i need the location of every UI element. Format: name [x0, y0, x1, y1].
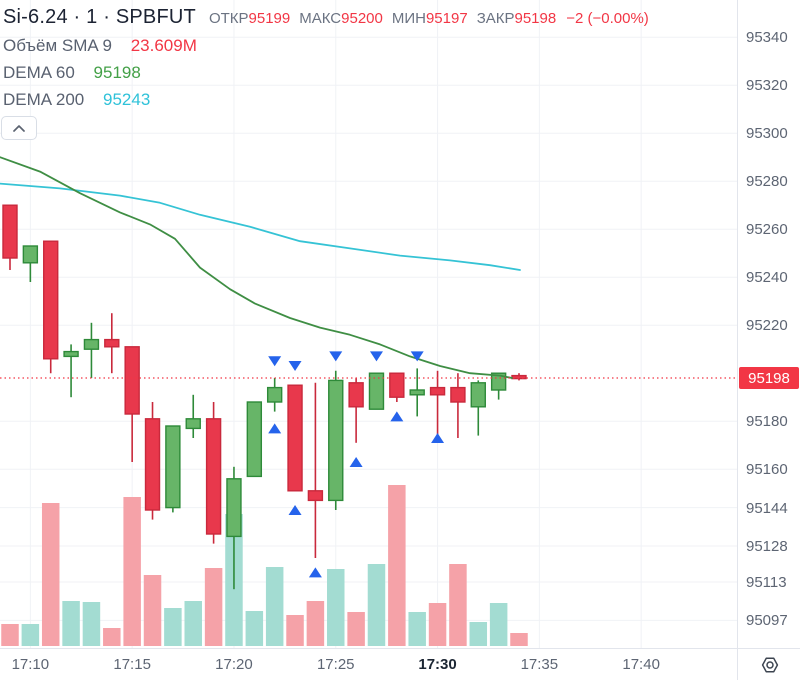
- time-axis-label: 17:35: [520, 656, 559, 673]
- time-axis-label: 17:15: [113, 656, 151, 673]
- price-axis-label: 95128: [746, 538, 788, 555]
- ohlc-low-label: МИН: [391, 10, 426, 27]
- ohlc-close-value: 95198: [514, 10, 557, 27]
- price-axis-label: 95260: [746, 221, 788, 239]
- indicator-volume-value: 23.609M: [130, 36, 197, 55]
- price-axis-label: 95300: [746, 125, 788, 143]
- price-axis-label: 95280: [746, 173, 788, 191]
- chart-legend: Si-6.24 · 1 · SPBFUT ОТКР95199 МАКС95200…: [3, 6, 649, 110]
- indicator-dema60-value: 95198: [93, 63, 141, 82]
- ohlc-open-value: 95199: [248, 10, 291, 27]
- ohlc-high: МАКС95200: [299, 10, 383, 27]
- indicator-dema60-label: DEMA 60: [3, 63, 75, 82]
- price-axis-label: 95113: [746, 574, 787, 591]
- ohlc-open-label: ОТКР: [208, 10, 249, 27]
- indicator-dema200-value: 95243: [103, 90, 151, 109]
- indicator-volume-label: Объём SMA 9: [3, 36, 112, 55]
- price-axis-label: 95144: [746, 499, 788, 517]
- price-axis-label: 95180: [746, 413, 788, 431]
- ohlc-readout: ОТКР95199 МАКС95200 МИН95197 ЗАКР95198 −…: [209, 10, 649, 27]
- price-axis-label: 95220: [746, 317, 788, 335]
- candlestick-chart[interactable]: [0, 0, 737, 648]
- axis-settings-corner[interactable]: [737, 648, 800, 680]
- price-axis-label: 95320: [746, 77, 788, 95]
- price-axis[interactable]: 95198 95340 95320 95300 95280 95260 95240 9522…: [737, 0, 800, 648]
- price-axis-label: 95340: [746, 29, 788, 47]
- time-axis-label: 17:20: [215, 656, 253, 673]
- legend-collapse-button[interactable]: [1, 116, 37, 140]
- indicator-row-volume[interactable]: Объём SMA 9 23.609M: [3, 36, 649, 56]
- ohlc-close-label: ЗАКР: [476, 10, 515, 27]
- indicator-row-dema200[interactable]: DEMA 200 95243: [3, 90, 649, 110]
- ohlc-high-value: 95200: [341, 10, 383, 27]
- indicator-row-dema60[interactable]: DEMA 60 95198: [3, 63, 649, 83]
- price-axis-label: 95097: [746, 612, 788, 630]
- chevron-up-icon: [13, 125, 25, 132]
- indicator-dema200-label: DEMA 200: [3, 90, 85, 109]
- time-axis-label: 17:10: [11, 656, 50, 673]
- time-axis-label: 17:40: [622, 656, 660, 673]
- price-axis-label: 95160: [746, 461, 788, 479]
- price-change: −2 (−0.00%): [566, 10, 649, 27]
- time-axis[interactable]: 17:10 17:15 17:20 17:25 17:30 17:35 17:40: [0, 648, 800, 680]
- ohlc-low-value: 95197: [425, 10, 468, 27]
- price-current-badge: 95198: [739, 367, 799, 389]
- symbol-title[interactable]: Si-6.24 · 1 · SPBFUT: [3, 6, 196, 28]
- ohlc-high-label: МАКС: [299, 10, 342, 27]
- time-axis-label: 17:30: [418, 656, 457, 673]
- ohlc-close: ЗАКР95198: [477, 10, 557, 27]
- legend-title-row: Si-6.24 · 1 · SPBFUT ОТКР95199 МАКС95200…: [3, 6, 649, 29]
- time-axis-label: 17:25: [316, 656, 355, 673]
- price-axis-label: 95240: [746, 269, 788, 287]
- ohlc-open: ОТКР95199: [209, 10, 290, 27]
- settings-gear-icon: [761, 657, 778, 673]
- ohlc-low: МИН95197: [392, 10, 468, 27]
